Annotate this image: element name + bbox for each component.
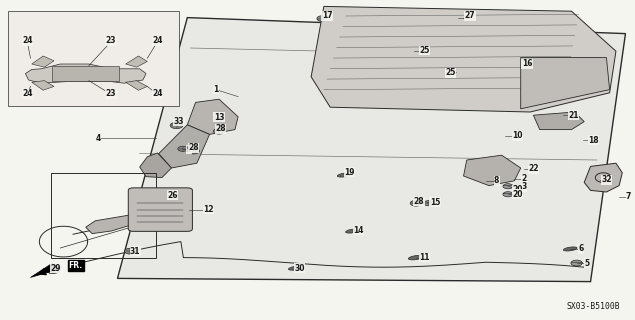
FancyBboxPatch shape [8,11,179,106]
Ellipse shape [408,255,424,260]
Polygon shape [521,58,610,109]
Text: 24: 24 [22,36,32,45]
Text: 15: 15 [430,198,440,207]
Ellipse shape [345,229,359,233]
Text: 21: 21 [568,111,578,120]
FancyBboxPatch shape [128,188,192,231]
Text: 8: 8 [494,176,499,185]
Circle shape [46,267,59,274]
Text: 10: 10 [512,132,523,140]
Polygon shape [32,56,54,67]
Polygon shape [187,99,238,134]
Text: FR.: FR. [69,261,83,270]
Text: 24: 24 [152,89,163,98]
Polygon shape [311,6,616,112]
Text: 13: 13 [214,113,224,122]
Text: 5: 5 [585,259,590,268]
Text: 20: 20 [512,185,523,194]
Text: 33: 33 [174,117,184,126]
Text: 28: 28 [414,197,424,206]
Text: 16: 16 [522,60,532,68]
Polygon shape [533,112,584,130]
Polygon shape [25,64,146,83]
Polygon shape [117,18,625,282]
Text: 20: 20 [512,190,523,199]
Bar [51,173,156,258]
Polygon shape [584,163,622,192]
Circle shape [188,148,199,154]
Circle shape [503,184,513,189]
Text: 18: 18 [589,136,599,145]
Bar [52,66,119,81]
Text: 29: 29 [50,264,60,273]
Text: 26: 26 [168,191,178,200]
Text: FR.: FR. [69,261,83,270]
Ellipse shape [337,173,351,177]
Text: 31: 31 [130,247,140,256]
Text: 23: 23 [106,36,116,45]
Text: 25: 25 [446,68,456,77]
Polygon shape [159,125,210,168]
Circle shape [503,192,513,197]
Text: 24: 24 [152,36,163,45]
Text: 9: 9 [187,145,192,154]
Circle shape [213,128,225,134]
Polygon shape [126,56,147,67]
Text: 14: 14 [354,226,364,235]
Text: 6: 6 [578,244,584,253]
Ellipse shape [288,266,302,270]
Polygon shape [126,81,147,90]
Polygon shape [140,153,171,178]
Text: 1: 1 [213,85,218,94]
Text: 4: 4 [96,134,101,143]
Text: 2: 2 [521,174,526,183]
Text: 12: 12 [203,205,213,214]
Polygon shape [86,214,140,234]
Text: 30: 30 [295,264,305,273]
Text: 28: 28 [215,124,225,133]
Circle shape [170,122,183,129]
Polygon shape [30,263,60,277]
Circle shape [124,248,136,254]
Text: 19: 19 [344,168,354,177]
Text: 3: 3 [521,182,526,191]
Text: SX03-B5100B: SX03-B5100B [567,302,620,311]
Circle shape [424,201,434,206]
Text: 11: 11 [419,253,429,262]
Circle shape [317,16,328,21]
Circle shape [458,16,469,21]
Circle shape [178,146,188,151]
Text: 27: 27 [465,12,475,20]
Polygon shape [464,155,521,186]
Circle shape [446,70,456,76]
Text: 22: 22 [528,164,538,173]
Circle shape [410,200,422,206]
Text: 24: 24 [22,89,32,98]
Text: 7: 7 [626,192,631,201]
Ellipse shape [563,247,577,251]
Circle shape [163,193,173,198]
Text: 25: 25 [419,46,429,55]
Circle shape [414,49,424,54]
Text: 23: 23 [106,89,116,98]
Circle shape [571,260,582,266]
Text: 17: 17 [322,12,332,20]
Polygon shape [32,81,54,90]
Text: 28: 28 [189,143,199,152]
Text: 32: 32 [601,175,612,184]
